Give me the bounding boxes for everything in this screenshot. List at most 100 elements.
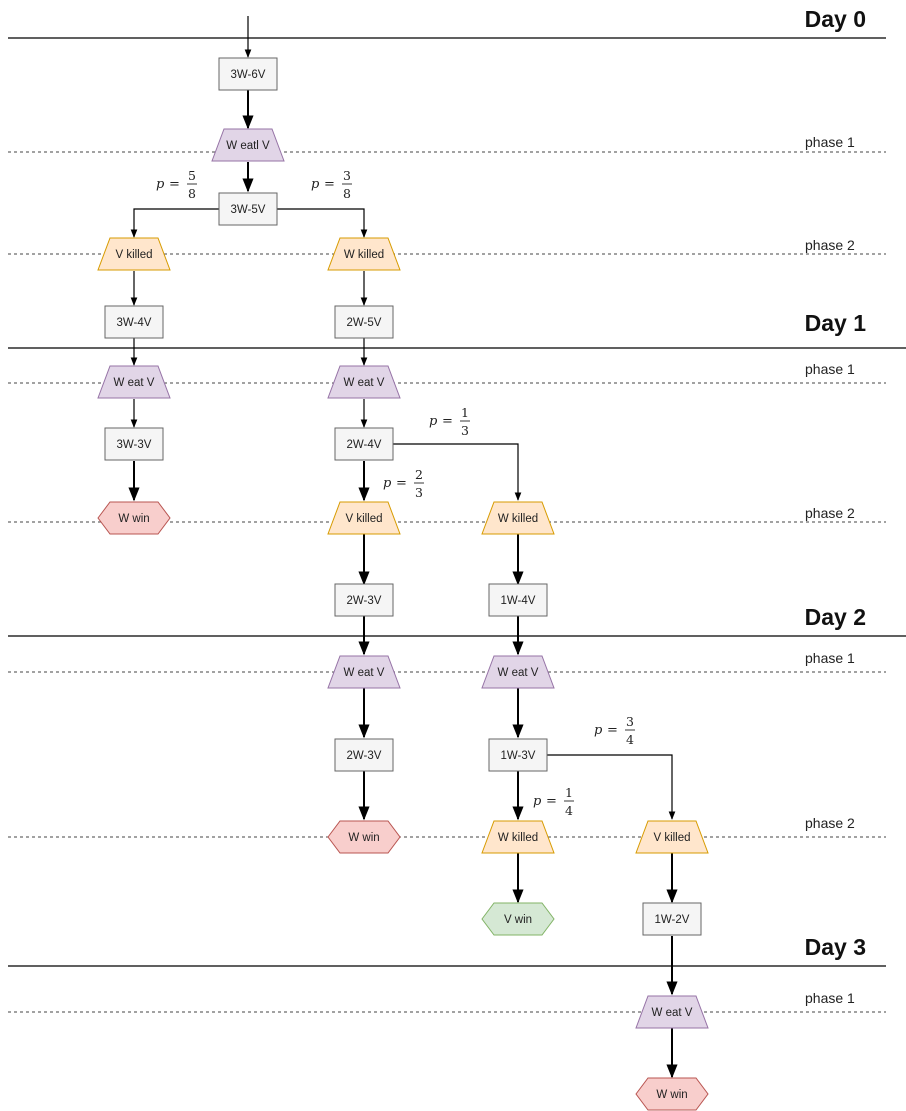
node-rect: 2W-5V <box>334 305 394 339</box>
prob-numerator: 2 <box>415 467 423 482</box>
state-box <box>488 583 548 617</box>
node-trap: W killed <box>481 820 555 854</box>
node-trap: V killed <box>97 237 171 271</box>
day-label: Day 3 <box>805 934 866 960</box>
event-trapezoid <box>211 128 285 162</box>
state-box <box>642 902 702 936</box>
probability-label: p = 1 4 <box>533 785 574 818</box>
node-trap: V killed <box>327 501 401 535</box>
node-label: W win <box>348 832 379 844</box>
state-box <box>218 192 278 226</box>
probability-label: p = 1 3 <box>429 405 470 438</box>
node-label: 1W-2V <box>655 914 690 926</box>
node-label: 3W-4V <box>117 317 152 329</box>
outcome-hexagon <box>327 820 401 854</box>
node-rect: 3W-4V <box>104 305 164 339</box>
prob-denominator: 3 <box>415 485 423 500</box>
node-label: 3W-6V <box>231 69 266 81</box>
phase-label: phase 2 <box>805 815 855 831</box>
node-label: W killed <box>344 249 384 261</box>
node-rect: 1W-4V <box>488 583 548 617</box>
prob-variable: p <box>156 177 165 192</box>
prob-equals: = <box>546 794 557 809</box>
node-label: 2W-4V <box>347 439 382 451</box>
prob-denominator: 8 <box>188 186 196 201</box>
event-trapezoid <box>327 365 401 399</box>
event-trapezoid <box>481 501 555 535</box>
node-trap: W eat V <box>327 365 401 399</box>
node-trap: W eat V <box>327 655 401 689</box>
node-rect: 3W-6V <box>218 57 278 91</box>
node-label: 3W-3V <box>117 439 152 451</box>
prob-variable: p <box>533 794 542 809</box>
outcome-hexagon <box>635 1077 709 1111</box>
nodes: 3W-6V W eatl V 3W-5V V killed W killed 3W-4V 2… <box>97 57 709 1111</box>
node-label: W win <box>118 513 149 525</box>
phase-label: phase 1 <box>805 990 855 1006</box>
node-trap: W killed <box>327 237 401 271</box>
day-label: Day 1 <box>805 310 867 336</box>
node-label: V killed <box>115 249 152 261</box>
node-label: W eat V <box>344 377 385 389</box>
prob-denominator: 4 <box>565 803 573 818</box>
node-hex: W win <box>97 501 171 535</box>
event-trapezoid <box>327 655 401 689</box>
prob-equals: = <box>442 414 453 429</box>
node-label: W killed <box>498 832 538 844</box>
event-trapezoid <box>97 237 171 271</box>
state-box <box>334 427 394 461</box>
state-box <box>488 738 548 772</box>
event-trapezoid <box>327 501 401 535</box>
event-trapezoid <box>635 995 709 1029</box>
prob-variable: p <box>311 177 320 192</box>
node-rect: 1W-2V <box>642 902 702 936</box>
node-label: W eat V <box>344 667 385 679</box>
event-trapezoid <box>635 820 709 854</box>
node-label: W killed <box>498 513 538 525</box>
probability-label: p = 3 4 <box>594 714 635 747</box>
edge <box>392 443 522 501</box>
node-label: W win <box>656 1089 687 1101</box>
day-label: Day 2 <box>805 604 866 630</box>
prob-equals: = <box>324 177 335 192</box>
node-trap: W eat V <box>481 655 555 689</box>
prob-denominator: 8 <box>343 186 351 201</box>
node-hex: W win <box>327 820 401 854</box>
day-separators <box>8 37 906 967</box>
prob-numerator: 5 <box>188 168 196 183</box>
state-box <box>334 738 394 772</box>
node-rect: 2W-3V <box>334 738 394 772</box>
state-box <box>218 57 278 91</box>
prob-equals: = <box>169 177 180 192</box>
node-label: V win <box>504 914 532 926</box>
outcome-hexagon <box>97 501 171 535</box>
prob-variable: p <box>429 414 438 429</box>
phase-label: phase 1 <box>805 650 855 666</box>
prob-numerator: 3 <box>626 714 634 729</box>
node-label: W eat V <box>498 667 539 679</box>
node-label: 2W-5V <box>347 317 382 329</box>
node-trap: W eat V <box>635 995 709 1029</box>
node-label: 3W-5V <box>231 204 266 216</box>
prob-equals: = <box>607 723 618 738</box>
event-trapezoid <box>327 237 401 271</box>
node-trap: W killed <box>481 501 555 535</box>
state-box <box>334 305 394 339</box>
phase-separators <box>8 151 886 1013</box>
node-label: W eat V <box>114 377 155 389</box>
prob-numerator: 1 <box>565 785 573 800</box>
prob-variable: p <box>594 723 603 738</box>
prob-denominator: 4 <box>626 732 634 747</box>
edge <box>276 208 368 238</box>
node-label: 2W-3V <box>347 750 382 762</box>
probability-label: p = 3 8 <box>311 168 352 201</box>
edge <box>546 754 676 820</box>
node-label: 2W-3V <box>347 595 382 607</box>
probability-label: p = 2 3 <box>383 467 424 500</box>
state-box <box>334 583 394 617</box>
node-rect: 2W-3V <box>334 583 394 617</box>
node-rect: 3W-5V <box>218 192 278 226</box>
node-label: V killed <box>345 513 382 525</box>
node-trap: W eat V <box>97 365 171 399</box>
